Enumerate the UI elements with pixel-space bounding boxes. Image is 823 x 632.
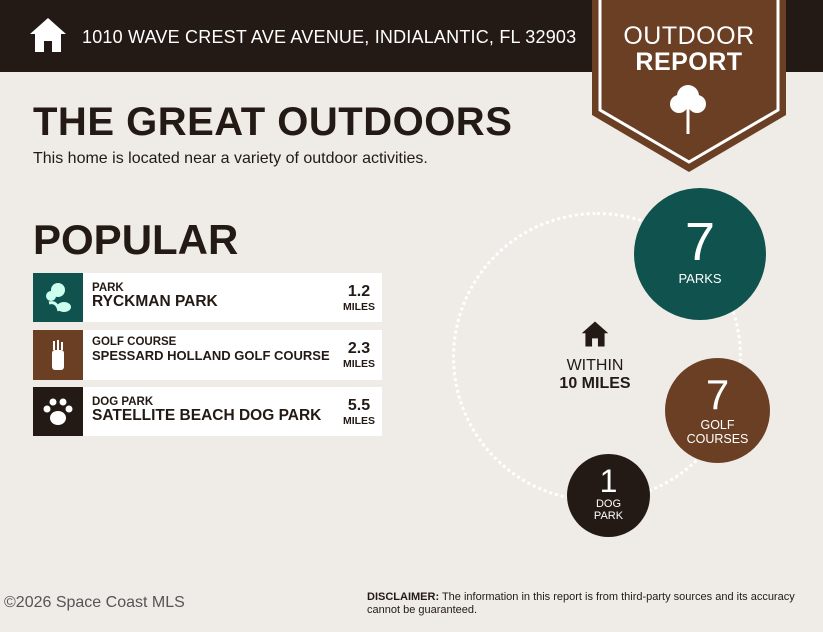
address: 1010 WAVE CREST AVE AVENUE, INDIALANTIC,…: [82, 27, 577, 47]
item-name: RYCKMAN PARK: [92, 293, 218, 310]
dog-park-count-circle: 1 DOG PARK: [567, 454, 650, 537]
count-label: PARKS: [678, 271, 722, 286]
within-label: WITHIN 10 MILES: [540, 320, 650, 393]
count-label: DOG PARK: [593, 498, 624, 522]
within-line1: WITHIN: [566, 357, 624, 374]
house-icon: [30, 18, 66, 52]
item-unit: MILES: [342, 358, 376, 370]
item-name: SPESSARD HOLLAND GOLF COURSE: [92, 348, 330, 363]
item-category: PARK: [92, 282, 124, 294]
disclaimer-label: DISCLAIMER:: [367, 591, 440, 603]
house-icon: [581, 321, 609, 347]
item-name: SATELLITE BEACH DOG PARK: [92, 407, 322, 424]
item-distance: 2.3: [347, 340, 371, 357]
item-category: GOLF COURSE: [92, 336, 177, 348]
badge-line2: REPORT: [635, 48, 743, 76]
golf-count-circle: 7 GOLF COURSES: [665, 358, 770, 463]
watermark: ©2026 Space Coast MLS: [4, 594, 185, 611]
count-label: GOLF COURSES: [686, 418, 749, 446]
popular-item: PARK RYCKMAN PARK 1.2 MILES: [33, 273, 382, 322]
parks-count-circle: 7 PARKS: [634, 188, 766, 320]
page-title: THE GREAT OUTDOORS: [33, 100, 513, 144]
item-unit: MILES: [342, 415, 376, 427]
item-distance: 1.2: [347, 283, 371, 300]
count-value: 7: [684, 212, 716, 272]
popular-item: DOG PARK SATELLITE BEACH DOG PARK 5.5 MILE…: [33, 387, 382, 436]
page-subtitle: This home is located near a variety of o…: [33, 150, 428, 167]
disclaimer: DISCLAIMER: The information in this repo…: [367, 591, 807, 617]
count-value: 7: [705, 371, 730, 418]
disclaimer-text: The information in this report is from t…: [367, 591, 795, 616]
item-category: DOG PARK: [92, 396, 154, 408]
item-unit: MILES: [342, 301, 376, 313]
tree-icon: [670, 85, 706, 134]
golf-bag-icon: [33, 330, 83, 380]
count-value: 1: [599, 463, 618, 499]
park-icon: [33, 273, 83, 322]
within-line2: 10 MILES: [559, 375, 631, 392]
paw-icon: [33, 387, 83, 436]
item-distance: 5.5: [347, 397, 371, 414]
badge-line1: OUTDOOR: [623, 22, 755, 50]
outdoor-report-badge: OUTDOOR REPORT: [592, 0, 786, 172]
popular-item: GOLF COURSE SPESSARD HOLLAND GOLF COURSE …: [33, 330, 382, 380]
popular-heading: POPULAR: [33, 216, 239, 263]
